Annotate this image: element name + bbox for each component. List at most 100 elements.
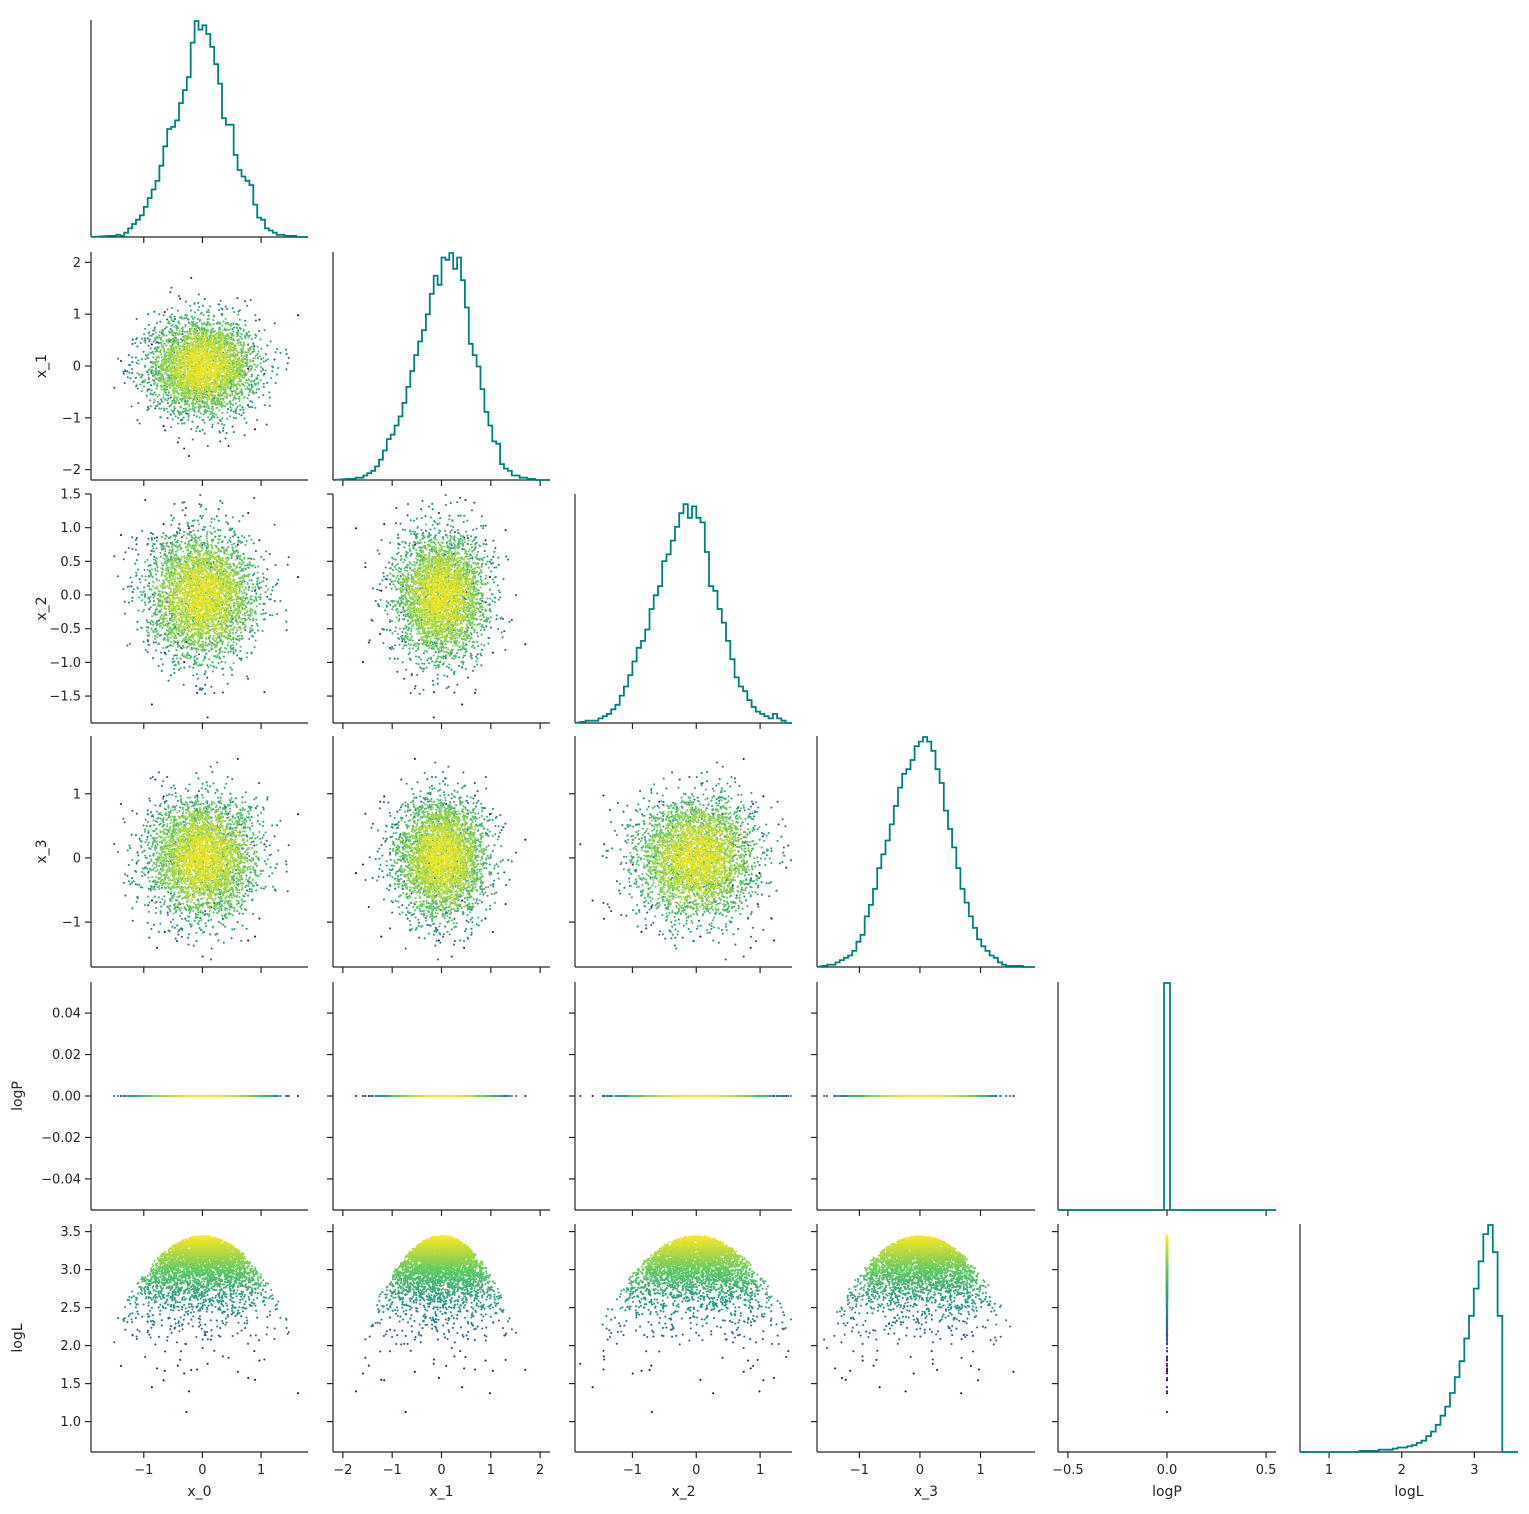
scatter-point <box>177 332 179 334</box>
scatter-point <box>219 322 221 324</box>
scatter-point <box>223 401 225 403</box>
scatter-point <box>178 295 180 297</box>
scatter-point <box>134 342 136 344</box>
scatter-point <box>225 322 227 324</box>
scatter-point <box>246 372 248 374</box>
scatter-point <box>147 370 149 372</box>
scatter-point <box>207 321 209 323</box>
scatter-point <box>196 415 198 417</box>
scatter-point <box>147 313 149 315</box>
scatter-point <box>171 287 173 289</box>
scatter-point <box>233 346 235 348</box>
scatter-point <box>158 366 160 368</box>
scatter-point <box>238 324 240 326</box>
scatter-point <box>247 336 249 338</box>
y-tick-label: 0 <box>73 360 81 375</box>
scatter-point <box>153 401 155 403</box>
scatter-point <box>135 356 137 358</box>
scatter-point <box>254 314 256 316</box>
scatter-point <box>133 381 135 383</box>
scatter-point <box>220 404 222 406</box>
scatter-point <box>218 409 220 411</box>
scatter-point <box>157 355 159 357</box>
scatter-point <box>165 334 167 336</box>
scatter-point <box>236 327 238 329</box>
scatter-point <box>276 348 278 350</box>
scatter-point <box>157 361 159 363</box>
scatter-point <box>159 321 161 323</box>
scatter-point <box>208 323 210 325</box>
scatter-point <box>172 339 174 341</box>
scatter-point <box>182 330 184 332</box>
scatter-point <box>266 424 268 426</box>
scatter-point <box>136 419 138 421</box>
scatter-point <box>245 388 247 390</box>
scatter-point <box>226 308 228 310</box>
scatter-point <box>222 399 224 401</box>
scatter-point <box>156 405 158 407</box>
scatter-point <box>188 455 190 457</box>
scatter-point <box>249 353 251 355</box>
scatter-point <box>172 418 174 420</box>
scatter-point <box>218 400 220 402</box>
scatter-point <box>207 416 209 418</box>
scatter-point <box>147 353 149 355</box>
scatter-point <box>259 338 261 340</box>
scatter-point <box>149 399 151 401</box>
scatter-point <box>188 322 190 324</box>
scatter-point <box>262 369 264 371</box>
scatter-point <box>239 404 241 406</box>
scatter-point <box>237 352 239 354</box>
scatter-point <box>216 417 218 419</box>
scatter-point <box>163 425 165 427</box>
scatter-point <box>150 348 152 350</box>
scatter-point <box>218 309 220 311</box>
scatter-point <box>162 396 164 398</box>
scatter-point <box>268 391 270 393</box>
scatter-point <box>197 318 199 320</box>
scatter-point <box>251 401 253 403</box>
scatter-point <box>204 298 206 300</box>
scatter-point <box>152 361 154 363</box>
scatter-point <box>258 388 260 390</box>
scatter-point <box>271 370 273 372</box>
scatter-point <box>179 330 181 332</box>
scatter-point <box>221 412 223 414</box>
scatter-point <box>223 424 225 426</box>
scatter-point <box>168 405 170 407</box>
scatter-point <box>172 387 174 389</box>
scatter-point <box>227 322 229 324</box>
scatter-point <box>242 374 244 376</box>
scatter-point <box>149 339 151 341</box>
scatter-point <box>219 328 221 330</box>
y-tick-label: 2 <box>73 256 81 271</box>
scatter-point <box>192 438 194 440</box>
scatter-point <box>239 327 241 329</box>
scatter-point <box>178 323 180 325</box>
scatter-point <box>236 369 238 371</box>
scatter-point <box>203 314 205 316</box>
scatter-point <box>166 351 168 353</box>
scatter-point <box>147 374 149 376</box>
scatter-point <box>141 358 143 360</box>
scatter-point <box>246 356 248 358</box>
scatter-point <box>248 370 250 372</box>
scatter-point <box>188 405 190 407</box>
scatter-point <box>167 398 169 400</box>
scatter-point <box>239 319 241 321</box>
scatter-point <box>167 380 169 382</box>
scatter-point <box>155 377 157 379</box>
scatter-point <box>207 331 209 333</box>
scatter-point <box>241 338 243 340</box>
scatter-point <box>215 407 217 409</box>
scatter-point <box>154 326 156 328</box>
scatter-point <box>257 346 259 348</box>
scatter-point <box>155 368 157 370</box>
scatter-point <box>132 339 134 341</box>
scatter-point <box>155 351 157 353</box>
scatter-point <box>256 419 258 421</box>
scatter-point <box>146 390 148 392</box>
scatter-point <box>235 391 237 393</box>
scatter-point <box>206 311 208 313</box>
scatter-point <box>200 412 202 414</box>
